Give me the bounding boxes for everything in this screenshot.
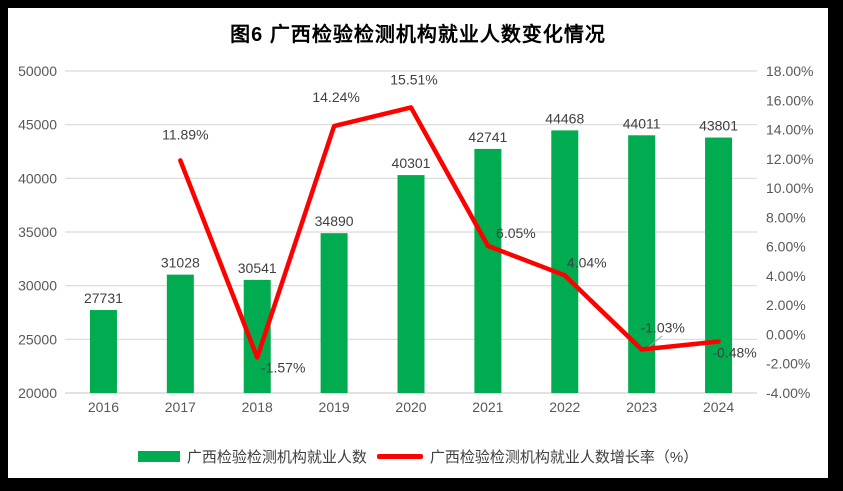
line-data-label: -1.57% [261,359,305,375]
x-axis-label: 2016 [88,399,119,415]
right-axis-tick: 0.00% [766,326,806,342]
left-axis-tick: 45000 [18,117,57,133]
line-data-label: -0.48% [712,344,756,360]
line-series-swatch-icon [376,453,423,459]
line-data-label: 14.24% [312,89,359,105]
line-data-label: 4.04% [567,254,607,270]
bar [397,175,425,393]
bar [628,135,656,394]
right-axis-tick: 4.00% [766,268,806,284]
bar-data-label: 30541 [238,260,277,276]
x-axis-label: 2019 [319,399,350,415]
legend-item-employment: 广西检验检测机构就业人数 [137,446,367,467]
bar [320,233,348,393]
bar-data-label: 42741 [468,129,507,145]
line-data-label: 15.51% [390,71,437,87]
legend-item-growth-rate: 广西检验检测机构就业人数增长率（%） [376,446,699,467]
bar-data-label: 27731 [84,290,123,306]
x-axis-label: 2024 [703,399,734,415]
x-axis-label: 2020 [395,399,426,415]
right-axis-tick: -4.00% [766,385,810,401]
right-axis-tick: 16.00% [766,92,813,108]
line-data-label: -1.03% [640,320,684,336]
x-axis-label: 2018 [242,399,273,415]
x-axis-label: 2022 [549,399,580,415]
left-axis-tick: 40000 [18,170,57,186]
left-axis-tick: 35000 [18,224,57,240]
bar-series-swatch-icon [137,450,180,462]
right-axis-tick: 10.00% [766,180,813,196]
bar [705,137,733,393]
right-axis-tick: 18.00% [766,63,813,79]
x-axis-label: 2017 [165,399,196,415]
bar [474,148,502,393]
x-axis-label: 2021 [472,399,503,415]
bar-data-label: 44468 [545,110,584,126]
growth-line [178,105,721,360]
bar-data-label: 44011 [623,115,661,131]
bar [89,310,117,393]
line-data-label: 6.05% [496,225,536,241]
bar [166,274,194,393]
legend-label-growth-rate: 广西检验检测机构就业人数增长率（%） [429,448,699,466]
bar-data-label: 43801 [699,118,738,134]
bar-data-label: 31028 [161,255,200,271]
left-axis-tick: 30000 [18,278,57,294]
bar-data-label: 40301 [392,155,431,171]
right-axis-tick: 6.00% [766,239,806,255]
left-axis-tick: 25000 [18,331,57,347]
line-data-label: 11.89% [162,126,208,142]
chart-panel: 图6 广西检验检测机构就业人数变化情况 50000 45000 40000 35000… [8,8,828,478]
right-axis-tick: -2.00% [766,356,810,372]
right-axis-tick: 14.00% [766,122,813,138]
legend: 广西检验检测机构就业人数 广西检验检测机构就业人数增长率（%） [8,444,828,468]
left-axis-tick: 20000 [18,385,57,401]
chart-title: 图6 广西检验检测机构就业人数变化情况 [230,24,606,46]
right-axis-tick: 2.00% [766,297,806,313]
bar-data-label: 34890 [315,213,354,229]
legend-label-employment: 广西检验检测机构就业人数 [186,448,367,466]
right-axis-tick: 8.00% [766,209,806,225]
left-axis-tick: 50000 [18,63,57,79]
bar [551,130,579,393]
x-axis-label: 2023 [626,399,657,415]
right-axis-tick: 12.00% [766,151,813,167]
